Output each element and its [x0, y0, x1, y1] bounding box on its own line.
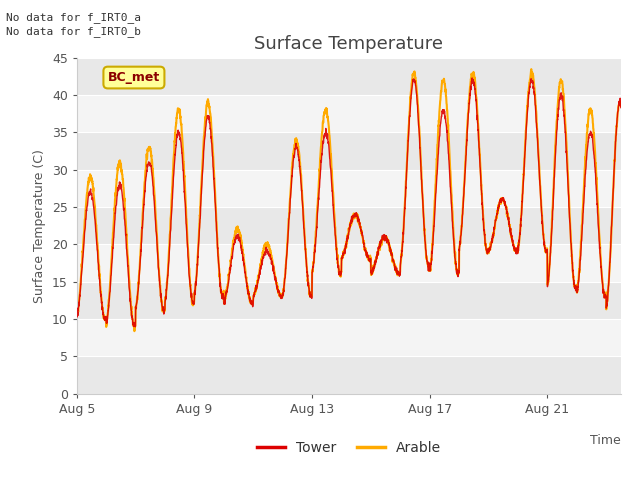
Tower [362, 249, 369, 255]
Arable [124, 255, 132, 261]
Bar [77, 58, 621, 95]
Legend: Tower, Arable: Tower, Arable [252, 435, 446, 461]
Bar [77, 244, 621, 282]
Bar [77, 95, 621, 132]
Bar [77, 319, 621, 356]
Y-axis label: Surface Temperature (C): Surface Temperature (C) [33, 149, 46, 302]
Line: Tower: Tower [77, 78, 636, 327]
Text: No data for f_IRT0_b: No data for f_IRT0_b [6, 26, 141, 37]
Tower [131, 324, 139, 330]
Arable [527, 66, 535, 72]
Bar [77, 169, 621, 207]
Tower [358, 232, 366, 238]
Bar [77, 356, 621, 394]
Bar [77, 132, 621, 169]
Arable [131, 328, 138, 334]
Tower [124, 263, 132, 268]
Tower [427, 266, 435, 272]
Arable [358, 233, 366, 239]
Arable [581, 154, 589, 160]
Text: Time: Time [590, 434, 621, 447]
Text: BC_met: BC_met [108, 71, 160, 84]
Arable [495, 202, 503, 207]
Arable [632, 307, 639, 313]
Tower [495, 201, 503, 207]
Bar [77, 282, 621, 319]
Line: Arable: Arable [77, 69, 636, 331]
Tower [581, 171, 589, 177]
Tower [73, 312, 81, 317]
Arable [362, 249, 369, 254]
Tower [468, 75, 476, 81]
Bar [77, 207, 621, 244]
Title: Surface Temperature: Surface Temperature [254, 35, 444, 53]
Arable [73, 313, 81, 319]
Arable [427, 268, 435, 274]
Text: No data for f_IRT0_a: No data for f_IRT0_a [6, 12, 141, 23]
Tower [632, 305, 639, 311]
